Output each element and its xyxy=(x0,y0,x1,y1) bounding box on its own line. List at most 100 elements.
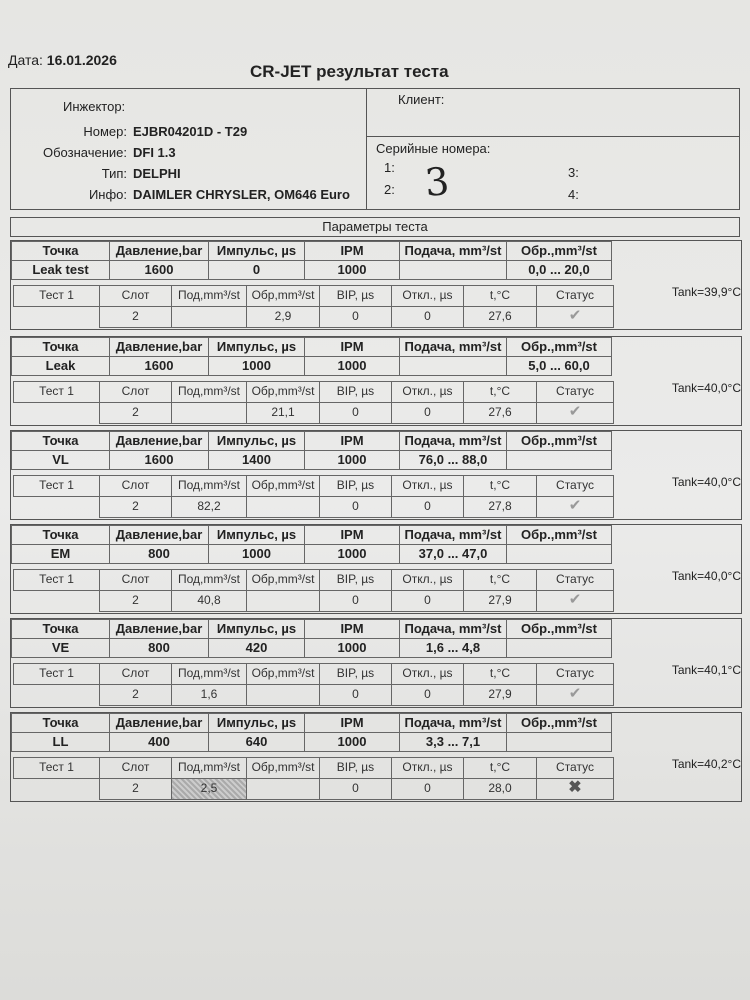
point-header-cell: Точка xyxy=(11,337,110,357)
result-header-cell: Откл., µs xyxy=(391,569,464,591)
result-value-cell: 27,8 xyxy=(463,496,537,518)
result-value-cell xyxy=(171,402,247,424)
result-value-cell xyxy=(246,778,320,800)
point-value-cell xyxy=(506,732,612,752)
result-header-cell: Откл., µs xyxy=(391,381,464,403)
point-value-cell xyxy=(506,450,612,470)
result-value-cell: 0 xyxy=(391,684,464,706)
result-header-cell: BIP, µs xyxy=(319,285,392,307)
point-value-cell: EM xyxy=(11,544,110,564)
result-value-cell: 0 xyxy=(319,496,392,518)
point-header-cell: IPM xyxy=(304,525,400,545)
checkmark-icon: ✔ xyxy=(568,307,582,324)
result-header-cell: Слот xyxy=(99,381,172,403)
point-value-cell: 37,0 ... 47,0 xyxy=(399,544,507,564)
result-value-cell: 0 xyxy=(319,402,392,424)
point-value-cell: 640 xyxy=(208,732,305,752)
point-header-cell: Подача, mm³/st xyxy=(399,431,507,451)
point-header-cell: Давление,bar xyxy=(109,619,209,639)
result-header-cell: Статус xyxy=(536,663,614,685)
result-header-cell: Слот xyxy=(99,757,172,779)
test-section-ve: Точка VE Давление,bar 800 Импульс, µs 420 IPM 1… xyxy=(10,618,742,708)
point-value-cell: 1000 xyxy=(304,260,400,280)
result-header-cell: Слот xyxy=(99,569,172,591)
result-header-cell: Обр,mm³/st xyxy=(246,663,320,685)
result-value-cell: 27,6 xyxy=(463,402,537,424)
tank-temperature: Tank=40,0°C xyxy=(671,569,741,583)
point-value-cell xyxy=(506,544,612,564)
point-value-cell: 0 xyxy=(208,260,305,280)
result-value-cell: 27,6 xyxy=(463,306,537,328)
point-value-cell xyxy=(399,260,507,280)
result-value-cell xyxy=(246,684,320,706)
checkmark-icon: ✔ xyxy=(568,591,582,608)
point-value-cell: 1,6 ... 4,8 xyxy=(399,638,507,658)
designation-label: Обозначение: xyxy=(42,145,127,160)
result-header-cell: t,°C xyxy=(463,663,537,685)
info-value: DAIMLER CHRYSLER, OM646 Euro xyxy=(133,187,350,202)
result-value-cell: 2 xyxy=(99,590,172,612)
result-header-cell: BIP, µs xyxy=(319,381,392,403)
point-header-cell: Обр.,mm³/st xyxy=(506,619,612,639)
point-value-cell: LL xyxy=(11,732,110,752)
result-value-cell: 0 xyxy=(319,306,392,328)
result-value-cell xyxy=(246,590,320,612)
point-header-cell: IPM xyxy=(304,431,400,451)
result-value-cell: 27,9 xyxy=(463,684,537,706)
point-value-cell: VE xyxy=(11,638,110,658)
point-value-cell: 1000 xyxy=(304,732,400,752)
point-header-cell: Давление,bar xyxy=(109,713,209,733)
point-value-cell: 800 xyxy=(109,544,209,564)
result-header-cell: Тест 1 xyxy=(13,663,100,685)
point-header-cell: Импульс, µs xyxy=(208,431,305,451)
point-header-cell: Подача, mm³/st xyxy=(399,337,507,357)
serial-slot-1: 1: xyxy=(384,160,395,175)
point-value-cell: 1600 xyxy=(109,260,209,280)
point-header-cell: Давление,bar xyxy=(109,337,209,357)
point-value-cell: 3,3 ... 7,1 xyxy=(399,732,507,752)
result-header-cell: Обр,mm³/st xyxy=(246,381,320,403)
date: Дата: 16.01.2026 xyxy=(8,52,117,68)
divider xyxy=(366,136,739,137)
point-header-cell: Точка xyxy=(11,525,110,545)
date-value: 16.01.2026 xyxy=(46,52,117,68)
point-header-cell: Обр.,mm³/st xyxy=(506,431,612,451)
status-cell: ✔ xyxy=(536,496,614,518)
point-header-cell: Импульс, µs xyxy=(208,525,305,545)
test-section-ll: Точка LL Давление,bar 400 Импульс, µs 640 IPM 1… xyxy=(10,712,742,802)
result-header-cell: Тест 1 xyxy=(13,475,100,497)
point-value-cell: 5,0 ... 60,0 xyxy=(506,356,612,376)
point-value-cell: 1000 xyxy=(208,544,305,564)
point-header-cell: Точка xyxy=(11,241,110,261)
result-header-cell: Тест 1 xyxy=(13,285,100,307)
checkmark-icon: ✔ xyxy=(568,685,582,702)
tank-temperature: Tank=40,1°C xyxy=(671,663,741,677)
result-header-cell: Слот xyxy=(99,285,172,307)
point-header-cell: Подача, mm³/st xyxy=(399,241,507,261)
result-header-cell: t,°C xyxy=(463,475,537,497)
report-title: CR-JET результат теста xyxy=(250,62,449,81)
point-header-cell: IPM xyxy=(304,713,400,733)
result-header-cell: Обр,mm³/st xyxy=(246,757,320,779)
result-value-cell: 28,0 xyxy=(463,778,537,800)
point-header-cell: Давление,bar xyxy=(109,431,209,451)
point-header-cell: Импульс, µs xyxy=(208,337,305,357)
point-value-cell: 420 xyxy=(208,638,305,658)
point-value-cell: 76,0 ... 88,0 xyxy=(399,450,507,470)
status-cell: ✔ xyxy=(536,306,614,328)
status-cell: ✖ xyxy=(536,778,614,800)
result-value-cell: 0 xyxy=(391,590,464,612)
serial-slot-3: 3: xyxy=(568,165,579,180)
test-section-leak: Точка Leak Давление,bar 1600 Импульс, µs 1000… xyxy=(10,336,742,426)
point-value-cell: 800 xyxy=(109,638,209,658)
result-header-cell: Откл., µs xyxy=(391,663,464,685)
point-value-cell: 1400 xyxy=(208,450,305,470)
result-header-cell: Статус xyxy=(536,381,614,403)
point-value-cell: 1000 xyxy=(304,356,400,376)
point-value-cell: 1000 xyxy=(304,544,400,564)
result-header-cell: t,°C xyxy=(463,757,537,779)
result-value-cell: 2 xyxy=(99,778,172,800)
result-value-cell: 27,9 xyxy=(463,590,537,612)
type-value: DELPHI xyxy=(133,166,181,181)
test-section-em: Точка EM Давление,bar 800 Импульс, µs 1000 IPM… xyxy=(10,524,742,614)
